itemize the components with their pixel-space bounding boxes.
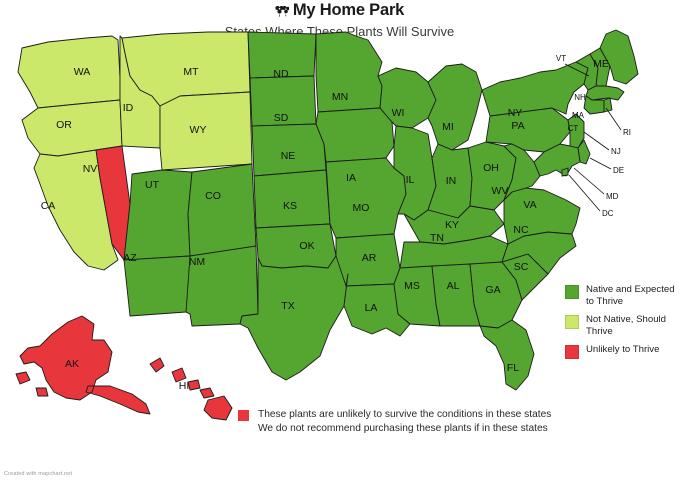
state-NY[interactable] xyxy=(481,61,589,117)
state-label-NE: NE xyxy=(281,150,296,162)
warning-note: These plants are unlikely to survive the… xyxy=(238,408,551,435)
state-AK[interactable] xyxy=(15,315,151,415)
state-label-ID: ID xyxy=(123,102,134,114)
state-AZ[interactable] xyxy=(123,255,193,317)
state-label-MI: MI xyxy=(442,121,454,133)
legend-item-native[interactable]: Native and Expected to Thrive xyxy=(565,284,677,307)
state-label-HI: HI xyxy=(179,380,190,392)
state-label-AK: AK xyxy=(65,358,79,370)
state-label-MN: MN xyxy=(332,91,348,103)
state-WA[interactable] xyxy=(17,35,121,109)
state-label-FL: FL xyxy=(507,362,519,374)
state-label-MA: MA xyxy=(572,111,585,120)
state-OK[interactable] xyxy=(255,223,337,269)
state-label-CT: CT xyxy=(568,124,579,133)
state-label-DE: DE xyxy=(613,166,624,175)
state-HI[interactable] xyxy=(149,357,233,421)
warning-note-line1: These plants are unlikely to survive the… xyxy=(258,409,552,420)
state-label-SD: SD xyxy=(274,112,289,124)
state-label-OH: OH xyxy=(483,162,499,174)
state-MA[interactable] xyxy=(585,85,625,101)
state-label-TN: TN xyxy=(430,232,444,244)
state-OR[interactable] xyxy=(21,99,123,157)
state-label-RI: RI xyxy=(623,128,631,137)
state-label-NY: NY xyxy=(508,107,523,119)
state-label-SC: SC xyxy=(514,261,529,273)
state-ME[interactable] xyxy=(599,29,639,85)
state-MN[interactable] xyxy=(315,31,383,113)
state-label-IL: IL xyxy=(406,174,415,186)
state-IA[interactable] xyxy=(315,107,395,163)
legend-item-unlikely[interactable]: Unlikely to Thrive xyxy=(565,344,677,359)
state-label-MS: MS xyxy=(404,280,420,292)
map-legend: Native and Expected to Thrive Not Native… xyxy=(565,284,677,366)
state-label-ME: ME xyxy=(593,58,609,70)
state-label-AL: AL xyxy=(447,280,460,292)
brand-lockup: My Home Park xyxy=(275,2,404,19)
state-TX[interactable] xyxy=(239,255,349,381)
legend-swatch-not-native xyxy=(565,315,579,329)
state-NJ[interactable] xyxy=(567,113,585,149)
state-RI[interactable] xyxy=(603,97,613,113)
state-label-CO: CO xyxy=(205,190,221,202)
state-label-PA: PA xyxy=(511,120,524,132)
state-label-NV: NV xyxy=(83,163,98,175)
us-map: WA OR CA NV ID MT WY UT AZ CO NM ND SD N… xyxy=(0,28,679,423)
flower-logo-icon xyxy=(275,4,290,17)
state-label-NC: NC xyxy=(513,224,529,236)
state-label-CA: CA xyxy=(41,200,56,212)
state-label-MT: MT xyxy=(183,66,199,78)
state-label-KY: KY xyxy=(445,219,459,231)
state-label-WV: WV xyxy=(492,185,509,197)
state-label-WA: WA xyxy=(74,66,91,78)
state-MD[interactable] xyxy=(533,143,581,177)
state-label-GA: GA xyxy=(485,284,500,296)
legend-swatch-native xyxy=(565,285,579,299)
state-label-WI: WI xyxy=(392,107,405,119)
legend-label-unlikely: Unlikely to Thrive xyxy=(586,344,660,355)
state-DC[interactable] xyxy=(561,167,569,177)
brand-title: My Home Park xyxy=(292,1,405,19)
state-label-NJ: NJ xyxy=(611,147,621,156)
legend-label-not-native: Not Native, Should Thrive xyxy=(586,314,666,337)
map-credit: Created with mapchart.net xyxy=(4,471,73,477)
state-label-AZ: AZ xyxy=(123,252,137,264)
state-label-UT: UT xyxy=(145,179,160,191)
state-label-MO: MO xyxy=(353,202,370,214)
state-label-OR: OR xyxy=(56,119,72,131)
state-label-LA: LA xyxy=(365,302,378,314)
state-CO[interactable] xyxy=(187,163,257,257)
state-MO[interactable] xyxy=(325,157,407,239)
state-label-AR: AR xyxy=(362,252,377,264)
state-label-WY: WY xyxy=(190,124,207,136)
state-label-VT: VT xyxy=(556,54,566,63)
warning-note-line2: We do not recommend purchasing these pla… xyxy=(258,422,548,434)
state-MI[interactable] xyxy=(427,63,483,151)
state-label-OK: OK xyxy=(299,240,314,252)
legend-label-native: Native and Expected to Thrive xyxy=(586,284,675,307)
state-label-IA: IA xyxy=(346,172,356,184)
state-label-TX: TX xyxy=(281,300,294,312)
state-label-IN: IN xyxy=(446,175,457,187)
state-FL[interactable] xyxy=(479,319,535,391)
state-label-NM: NM xyxy=(189,256,205,268)
state-label-VA: VA xyxy=(523,199,536,211)
state-label-ND: ND xyxy=(273,68,289,80)
legend-item-not-native[interactable]: Not Native, Should Thrive xyxy=(565,314,677,337)
state-label-NH: NH xyxy=(574,93,586,102)
state-label-MD: MD xyxy=(606,192,619,201)
warning-swatch-icon xyxy=(238,410,249,421)
state-label-DC: DC xyxy=(602,209,614,218)
state-label-KS: KS xyxy=(283,200,297,212)
state-KY[interactable] xyxy=(403,205,505,245)
legend-swatch-unlikely xyxy=(565,345,579,359)
